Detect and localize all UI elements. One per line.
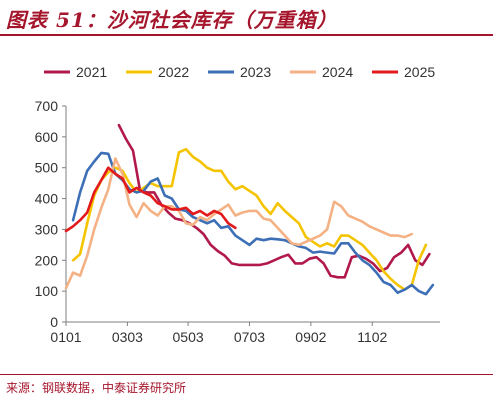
y-axis: 0 100 200 300 400 500 600 700: [35, 98, 67, 330]
legend-label-2024: 2024: [322, 64, 353, 80]
y-tick-label: 100: [35, 283, 59, 299]
series-line-2023: [71, 151, 435, 296]
x-tick-label: 1102: [357, 329, 387, 345]
source-note: 来源：钢联数据，中泰证券研究所: [6, 381, 187, 395]
title-bar: 图表 51：沙河社会库存（万重箱）: [0, 0, 493, 38]
chart-title: 图表 51：沙河社会库存（万重箱）: [6, 8, 338, 32]
legend: 2021 2022 2023 2024 2025: [44, 64, 435, 80]
title-divider: [0, 34, 493, 36]
series-line-2022: [71, 147, 428, 291]
x-tick-label: 0303: [112, 329, 143, 345]
source-divider: [0, 374, 493, 375]
line-chart: 2021 2022 2023 2024 2025 0 100 200 300 400 500 600…: [35, 64, 440, 345]
x-tick-label: 0902: [295, 329, 326, 345]
x-axis: 0101 0303 0503 0703 0902 1102: [50, 321, 440, 345]
y-tick-label: 400: [35, 191, 59, 207]
legend-label-2022: 2022: [158, 64, 189, 80]
legend-label-2025: 2025: [404, 64, 435, 80]
y-tick-label: 200: [35, 252, 59, 268]
x-tick-label: 0703: [234, 329, 265, 345]
series-line-2025: [64, 166, 237, 233]
series-line-2021: [117, 123, 431, 279]
y-tick-label: 700: [35, 98, 59, 114]
y-tick-label: 600: [35, 129, 59, 145]
legend-label-2021: 2021: [76, 64, 107, 80]
x-tick-label: 0503: [173, 329, 204, 345]
y-tick-label: 500: [35, 160, 59, 176]
series-group: [64, 123, 435, 296]
series-line-2024: [64, 157, 414, 290]
y-tick-label: 300: [35, 221, 59, 237]
legend-label-2023: 2023: [240, 64, 271, 80]
y-tick-label: 0: [50, 314, 58, 330]
x-tick-label: 0101: [50, 329, 81, 345]
